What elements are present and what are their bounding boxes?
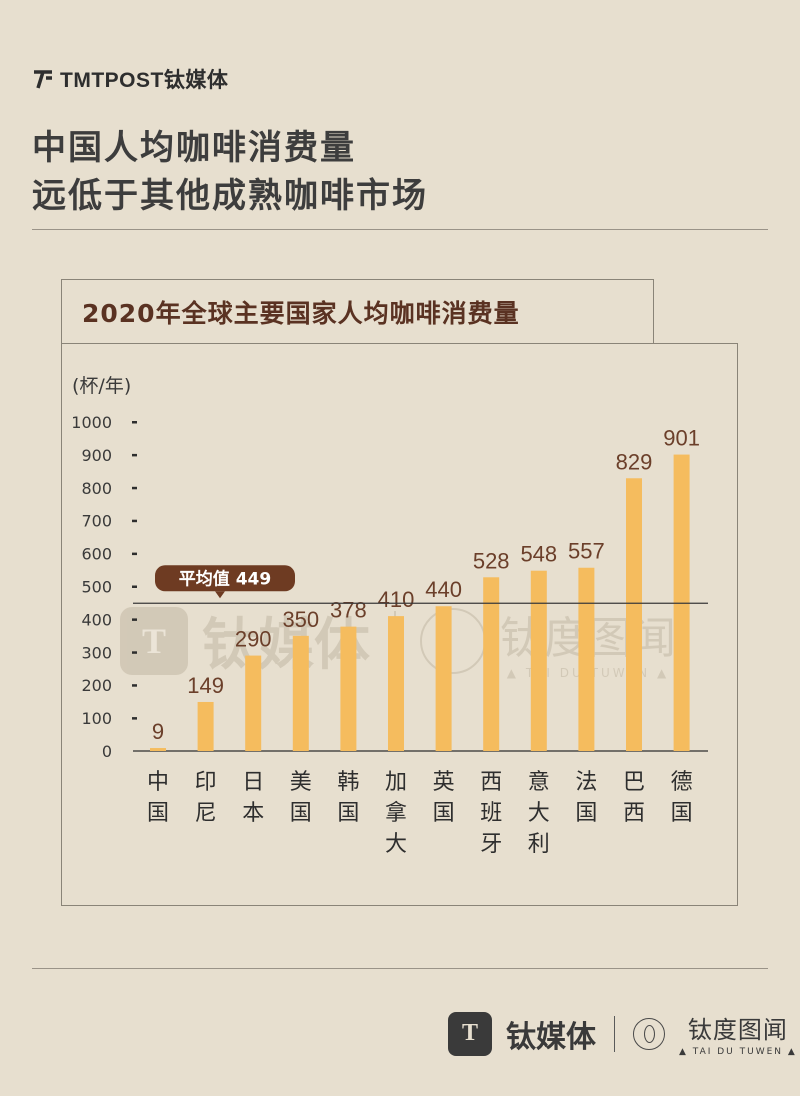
bar xyxy=(292,635,309,751)
y-tick-label: 300 xyxy=(81,643,112,662)
brand-text: TMTPOST钛媒体 xyxy=(60,69,229,92)
data-label: 548 xyxy=(520,542,557,567)
footer-brand: 钛媒体 xyxy=(506,1019,596,1055)
y-tick-mark xyxy=(132,552,137,556)
average-badge-pointer xyxy=(215,591,225,599)
x-tick-label: 国 xyxy=(575,801,597,826)
average-badge xyxy=(155,565,295,592)
data-label: 350 xyxy=(282,607,319,632)
tmt-logo-icon: T xyxy=(448,1011,492,1056)
x-tick-label: 德 xyxy=(671,770,693,795)
y-tick-label: 1000 xyxy=(71,413,112,432)
bar xyxy=(626,478,642,751)
x-tick-label: 中 xyxy=(147,770,169,795)
data-label: 829 xyxy=(616,449,653,474)
average-label: 平均值 449 xyxy=(179,568,271,589)
footer: T 钛媒体 钛度图闻 ▲ TAI DU TUWEN ▲ xyxy=(448,1010,797,1057)
footer-divider xyxy=(614,1015,615,1052)
y-tick-mark xyxy=(132,651,137,654)
y-tick-mark xyxy=(132,486,137,490)
y-tick-label: 100 xyxy=(81,709,112,728)
x-tick-label: 西 xyxy=(480,770,502,795)
y-tick-label: 600 xyxy=(81,545,112,564)
y-tick-mark xyxy=(132,618,137,621)
x-tick-label: 美 xyxy=(290,770,312,795)
x-tick-label: 本 xyxy=(242,801,264,826)
data-label: 290 xyxy=(235,627,272,652)
data-label: 149 xyxy=(187,673,224,698)
x-tick-label: 韩 xyxy=(337,770,359,795)
data-label: 440 xyxy=(425,577,462,602)
x-tick-label: 英 xyxy=(433,770,455,795)
brand-header: TMTPOST钛媒体 xyxy=(32,64,228,94)
x-tick-label: 国 xyxy=(671,801,693,826)
top-divider xyxy=(32,229,768,230)
bottom-divider xyxy=(32,968,768,969)
y-tick-label: 700 xyxy=(81,512,112,531)
bar xyxy=(197,701,214,751)
y-tick-label: 800 xyxy=(81,479,112,498)
x-tick-label: 尼 xyxy=(195,801,217,826)
x-tick-label: 国 xyxy=(290,801,312,826)
y-tick-label: 0 xyxy=(102,742,112,761)
x-tick-label: 日 xyxy=(242,770,264,795)
data-label: 557 xyxy=(568,539,605,564)
y-tick-mark xyxy=(132,453,137,457)
footer-tdt-cn: 钛度图闻 xyxy=(687,1016,788,1044)
chart-title: 2020年全球主要国家人均咖啡消费量 xyxy=(82,298,520,328)
y-tick-label: 400 xyxy=(81,610,112,629)
y-axis-label: (杯/年) xyxy=(72,375,131,397)
x-tick-label: 牙 xyxy=(480,832,502,857)
page-title: 中国人均咖啡消费量 远低于其他成熟咖啡市场 xyxy=(32,124,428,220)
bar xyxy=(483,577,500,751)
y-tick-mark xyxy=(132,717,137,720)
footer-tdt: 钛度图闻 ▲ TAI DU TUWEN ▲ xyxy=(679,1010,797,1057)
y-tick-label: 900 xyxy=(81,446,112,465)
data-label: 528 xyxy=(473,548,510,573)
x-tick-label: 法 xyxy=(575,770,597,795)
bar xyxy=(578,567,595,751)
x-tick-label: 利 xyxy=(528,832,550,857)
eye-icon xyxy=(633,1017,665,1050)
data-label: 410 xyxy=(378,587,415,612)
bar xyxy=(340,626,357,751)
x-tick-label: 国 xyxy=(337,801,359,826)
x-tick-label: 班 xyxy=(480,801,502,826)
y-tick-mark xyxy=(132,421,137,424)
x-tick-label: 西 xyxy=(623,801,645,826)
y-tick-label: 200 xyxy=(81,676,112,695)
bar xyxy=(388,616,404,751)
footer-tdt-en: ▲ TAI DU TUWEN ▲ xyxy=(679,1047,797,1057)
bar xyxy=(150,748,166,751)
x-tick-label: 大 xyxy=(385,832,407,857)
bar xyxy=(435,606,452,751)
y-tick-label: 500 xyxy=(81,578,112,597)
tmtpost-logo-icon xyxy=(34,70,52,89)
x-tick-label: 印 xyxy=(195,770,217,795)
x-tick-label: 意 xyxy=(528,770,550,795)
y-tick-mark xyxy=(132,519,137,523)
x-tick-label: 巴 xyxy=(623,770,645,795)
title-line-1: 中国人均咖啡消费量 xyxy=(32,128,356,168)
x-tick-label: 国 xyxy=(147,801,169,826)
x-tick-label: 国 xyxy=(433,801,455,826)
bar xyxy=(530,570,547,751)
data-label: 901 xyxy=(663,426,700,451)
chart-title-box: 2020年全球主要国家人均咖啡消费量 xyxy=(61,279,654,344)
x-tick-label: 加 xyxy=(385,770,407,795)
x-tick-label: 拿 xyxy=(385,800,407,826)
x-tick-label: 大 xyxy=(528,801,550,826)
data-label: 9 xyxy=(152,719,164,744)
y-tick-mark xyxy=(132,585,137,588)
y-tick-mark xyxy=(132,684,137,687)
title-line-2: 远低于其他成熟咖啡市场 xyxy=(32,176,428,216)
data-label: 378 xyxy=(330,598,367,623)
bar xyxy=(245,655,262,751)
